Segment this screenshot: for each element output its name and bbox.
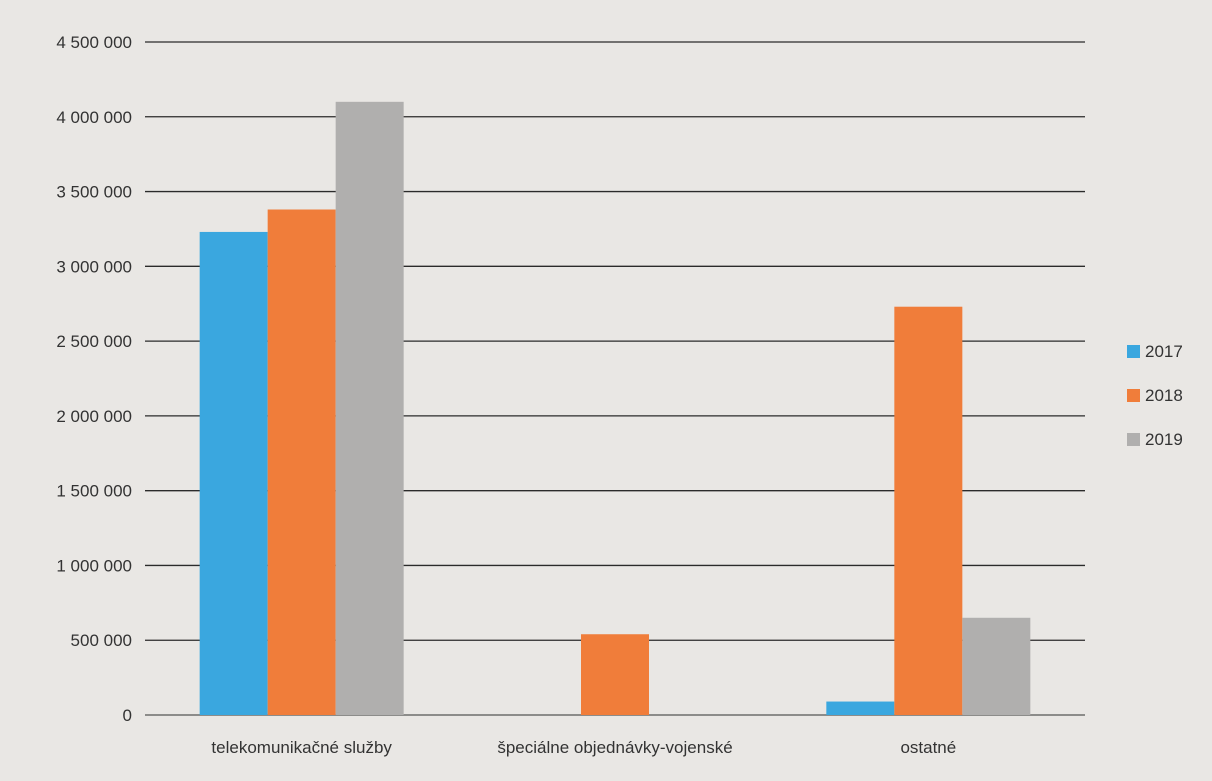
bars xyxy=(199,101,1031,716)
bar-2018-0 xyxy=(267,209,336,715)
bar-2017-0 xyxy=(199,231,268,716)
legend-swatch-2019 xyxy=(1127,433,1140,446)
y-tick-label: 1 000 000 xyxy=(56,556,132,575)
y-tick-label: 2 500 000 xyxy=(56,332,132,351)
legend-label-2017: 2017 xyxy=(1145,342,1183,361)
y-tick-label: 1 500 000 xyxy=(56,482,132,501)
bar-2018-2 xyxy=(894,306,963,715)
y-tick-label: 500 000 xyxy=(71,631,132,650)
legend-label-2019: 2019 xyxy=(1145,430,1183,449)
legend-swatch-2017 xyxy=(1127,345,1140,358)
bar-2019-0 xyxy=(335,101,404,716)
bar-2017-2 xyxy=(826,701,895,715)
y-tick-label: 3 500 000 xyxy=(56,183,132,202)
x-tick-label: špeciálne objednávky-vojenské xyxy=(497,738,732,757)
legend-label-2018: 2018 xyxy=(1145,386,1183,405)
legend: 2017 2018 2019 xyxy=(1127,342,1183,449)
bar-2018-1 xyxy=(581,634,649,715)
y-tick-label: 2 000 000 xyxy=(56,407,132,426)
y-tick-label: 4 500 000 xyxy=(56,33,132,52)
y-axis-tick-labels: 0 500 000 1 000 000 1 500 000 2 000 000 2 500… xyxy=(56,33,132,725)
x-tick-label: telekomunikačné služby xyxy=(211,738,392,757)
bar-2019-2 xyxy=(962,617,1031,715)
x-axis-tick-labels: telekomunikačné služby špeciálne objednáv… xyxy=(211,738,956,757)
y-tick-label: 4 000 000 xyxy=(56,108,132,127)
y-tick-label: 3 000 000 xyxy=(56,257,132,276)
x-tick-label: ostatné xyxy=(900,738,956,757)
y-tick-label: 0 xyxy=(123,706,132,725)
legend-swatch-2018 xyxy=(1127,389,1140,402)
